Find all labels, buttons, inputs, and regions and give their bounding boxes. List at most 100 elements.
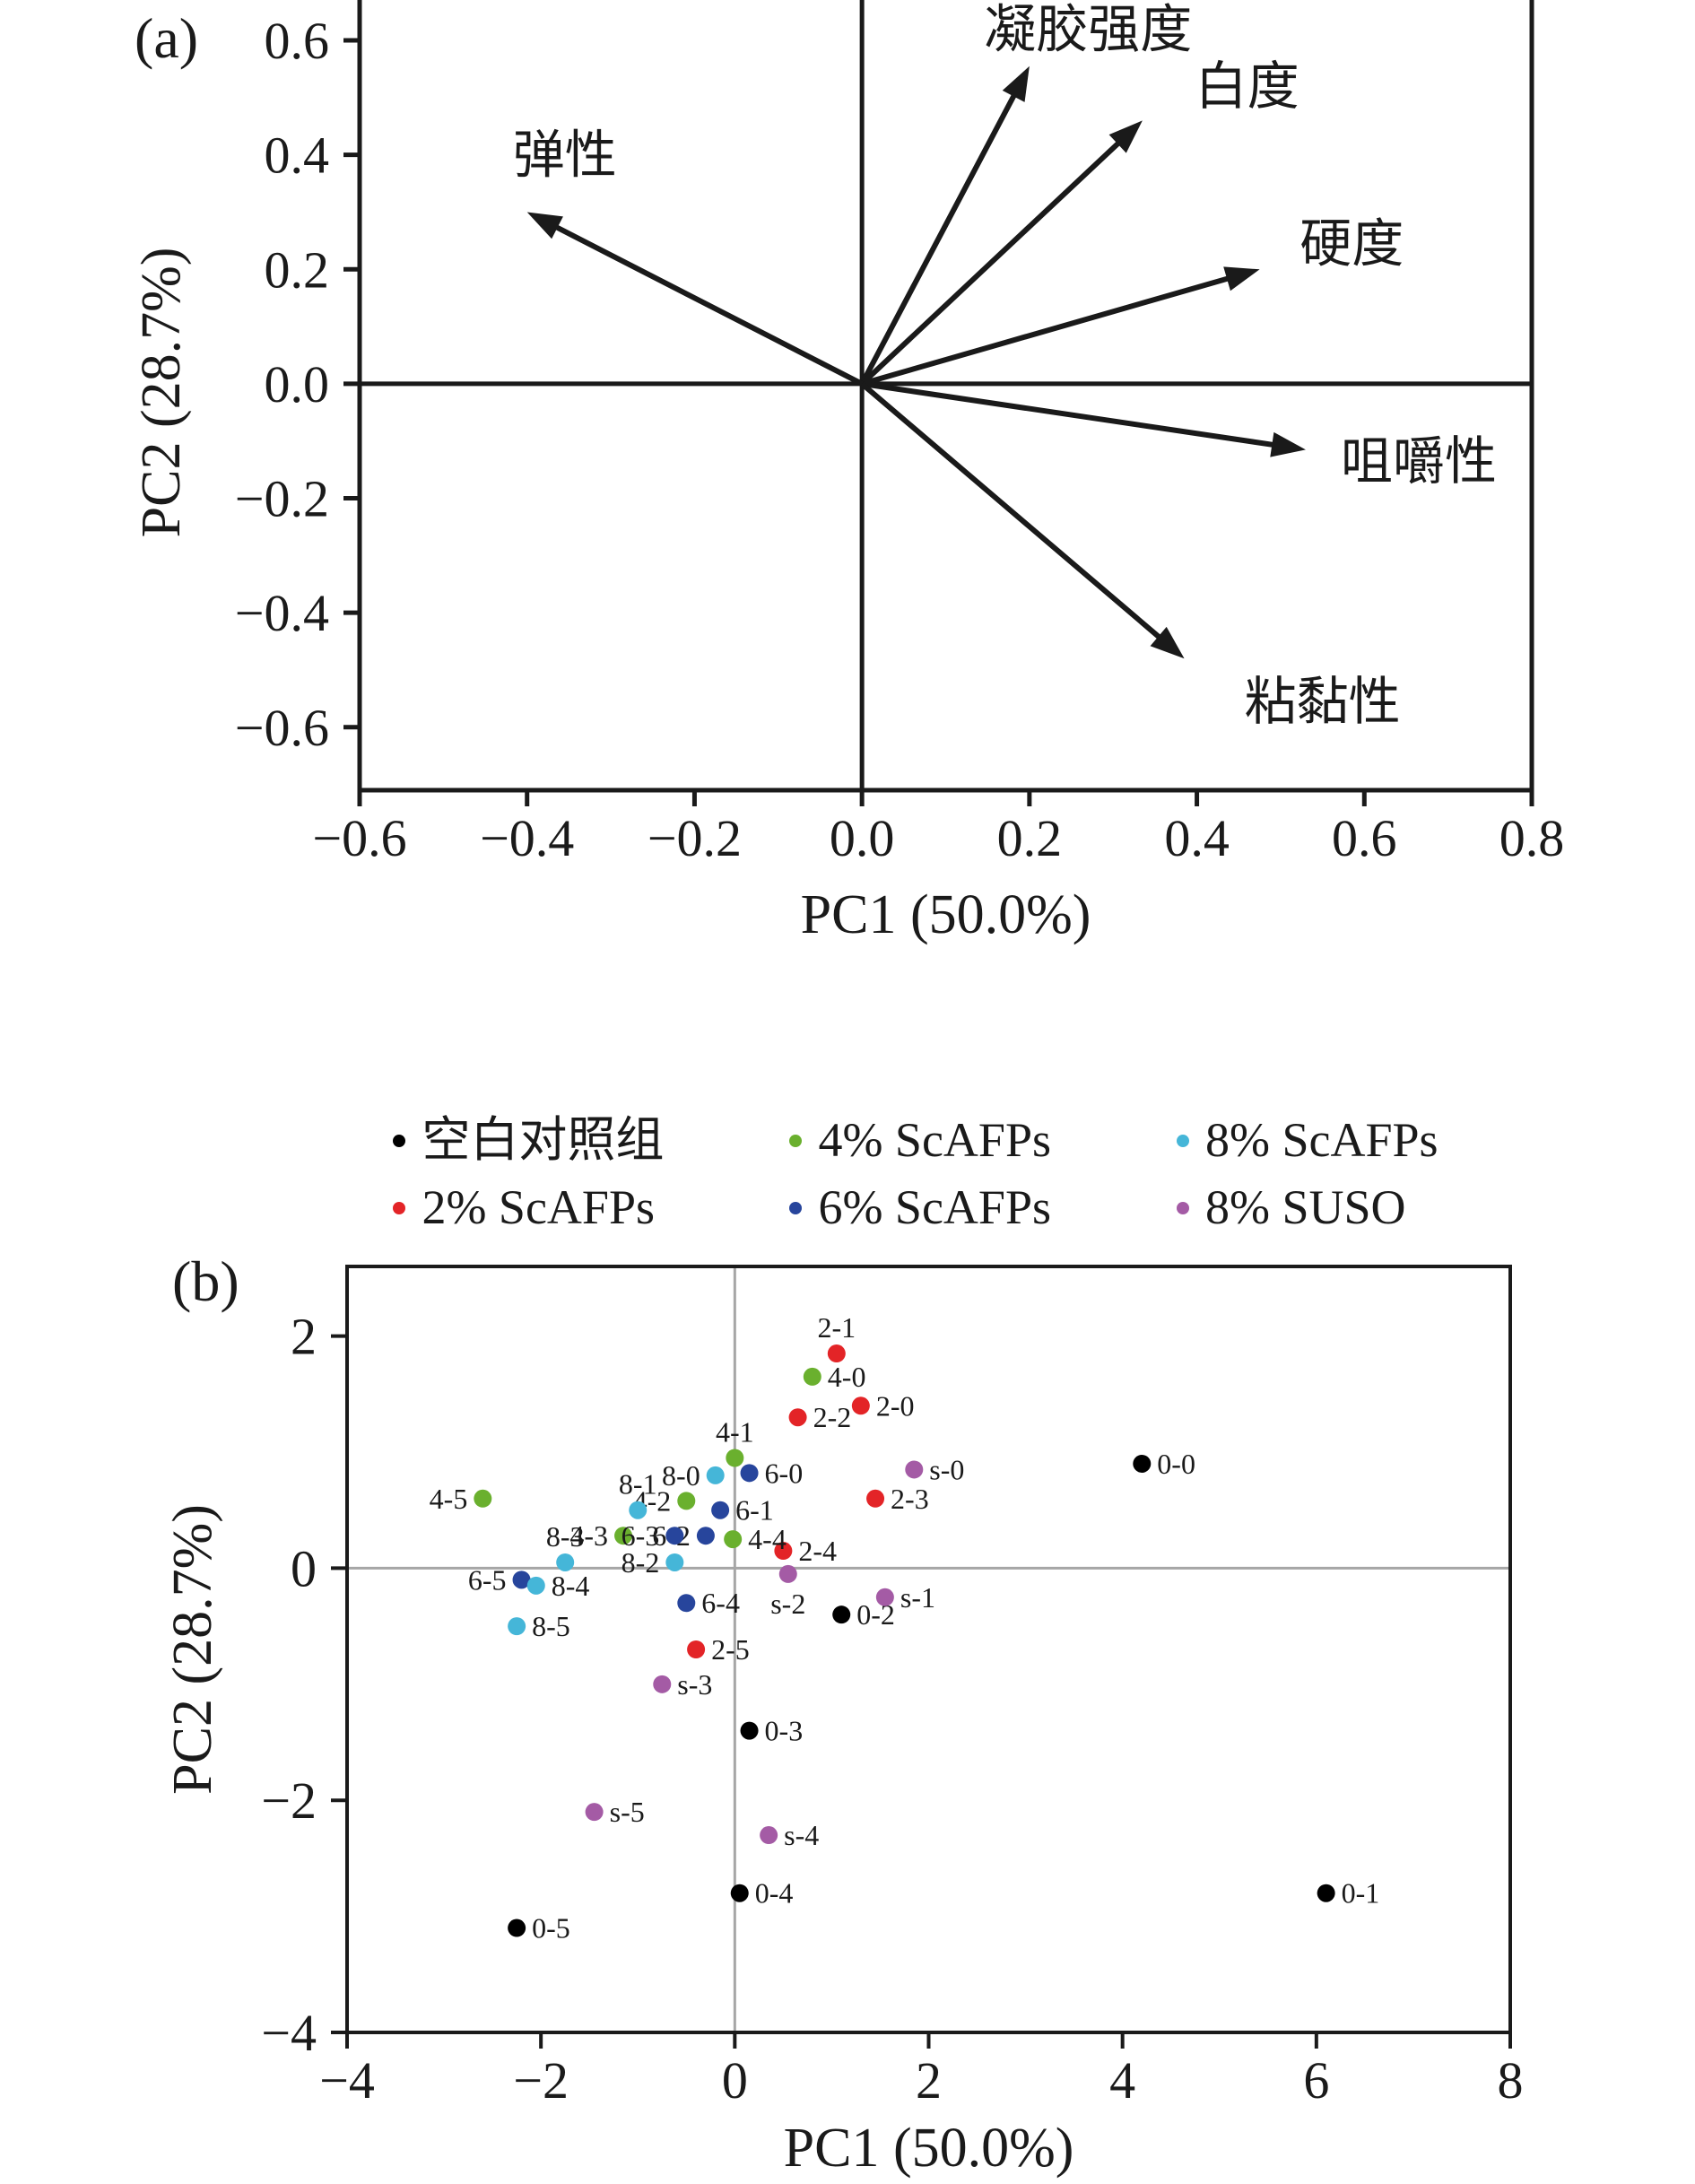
point-label: 6-5: [468, 1563, 507, 1596]
point-label: 4-0: [828, 1361, 866, 1393]
pca-loadings-plot: −0.6 −0.4 −0.2 0.0 0.2 0.4 0.6 0.8 −0.6 −0.4 −0.2 0…: [131, 0, 1565, 945]
x-tick-label: −2: [513, 2051, 569, 2110]
point-label: s-1: [900, 1581, 935, 1614]
x-tick-label: −0.4: [480, 809, 574, 867]
data-point: [653, 1675, 672, 1693]
y-tick-label: 0.0: [265, 355, 330, 413]
loading-arrow-shaft: [861, 274, 1231, 387]
x-tick-label: 0: [722, 2051, 748, 2110]
x-tick-label: −0.6: [312, 809, 406, 867]
data-point: [851, 1397, 870, 1415]
data-point: [665, 1527, 684, 1545]
x-tick-label: 6: [1303, 2051, 1329, 2110]
legend-dot-icon: [789, 1134, 803, 1147]
legend-label: 2% ScAFPs: [422, 1180, 655, 1235]
y-tick-label: 0: [291, 1539, 317, 1597]
data-point: [614, 1527, 633, 1545]
point-label: s-0: [929, 1453, 964, 1485]
data-point: [687, 1640, 706, 1658]
pca-scores-plot: −4 −2 0 2 4 6 8 −4 −2 0 2 PC1 (50.0%) PC2 (28.7%) 0-0…: [162, 1265, 1524, 2179]
point-label: 8-5: [532, 1610, 570, 1642]
legend-label: 6% ScAFPs: [818, 1180, 1051, 1235]
loading-arrow-head: [1270, 431, 1306, 457]
data-point: [665, 1553, 684, 1571]
x-tick-label: 4: [1109, 2051, 1135, 2110]
data-point: [724, 1530, 743, 1549]
legend-grid: 空白对照组 2% ScAFPs 4% ScAFPs 6% ScAFPs 8% S…: [393, 1113, 1439, 1235]
y-axis-title: PC2 (28.7%): [131, 248, 192, 538]
data-point: [832, 1605, 851, 1624]
x-tick-label: −4: [319, 2051, 375, 2110]
x-tick-label: 0.6: [1332, 809, 1397, 867]
point-label: 6-1: [735, 1494, 774, 1527]
data-point: [730, 1884, 749, 1902]
point-label: 8-4: [552, 1570, 590, 1602]
point-label: s-4: [784, 1819, 819, 1851]
point-label: 6-3: [622, 1519, 660, 1552]
legend-item-4pct-scafps: 4% ScAFPs: [789, 1113, 1051, 1167]
point-label: 8-1: [619, 1468, 657, 1501]
loading-arrow-shaft: [860, 139, 1123, 387]
data-point: [866, 1489, 885, 1508]
loading-arrow-shaft: [861, 380, 1276, 448]
loading-label: 弹性: [513, 126, 617, 185]
point-label: 8-3: [546, 1520, 585, 1553]
legend-label: 4% ScAFPs: [818, 1113, 1051, 1167]
panel-b-tag: (b): [172, 1249, 239, 1313]
y-axis-title: PC2 (28.7%): [162, 1504, 223, 1795]
x-tick-label: 8: [1498, 2051, 1524, 2110]
point-label: 4-1: [716, 1416, 754, 1449]
legend-label: 8% ScAFPs: [1205, 1113, 1439, 1167]
y-tick-label: 0.2: [265, 240, 330, 299]
x-tick-label: 0.8: [1499, 809, 1565, 867]
legend-item-6pct-scafps: 6% ScAFPs: [789, 1180, 1051, 1235]
data-point: [905, 1460, 924, 1479]
x-tick-label: 0.4: [1164, 809, 1230, 867]
data-point: [875, 1588, 894, 1606]
loading-arrow-head: [1108, 120, 1143, 153]
data-point: [706, 1466, 725, 1484]
data-point: [803, 1367, 821, 1386]
point-label: 2-1: [817, 1311, 856, 1344]
data-point: [740, 1721, 759, 1740]
loading-arrow-head: [526, 212, 563, 239]
y-tick-label: 0.4: [265, 126, 330, 185]
point-label: 0-5: [532, 1912, 570, 1945]
point-label: 2-3: [891, 1483, 929, 1515]
data-point: [827, 1344, 846, 1363]
loading-arrow-shaft: [859, 91, 1018, 386]
point-label: 2-2: [813, 1401, 852, 1433]
point-label: 4-3: [569, 1519, 608, 1552]
point-label: 8-0: [662, 1459, 700, 1492]
point-label: s-2: [770, 1588, 805, 1620]
data-point: [508, 1919, 526, 1937]
y-tick-label: −4: [261, 2004, 317, 2062]
point-label: 8-2: [622, 1546, 660, 1579]
data-point: [778, 1564, 797, 1583]
point-label: 0-1: [1342, 1877, 1380, 1910]
data-point: [474, 1489, 492, 1508]
loading-arrow-head: [1002, 65, 1030, 102]
x-tick-label: 2: [916, 2051, 942, 2110]
legend-label: 8% SUSO: [1205, 1180, 1406, 1235]
point-label: s-3: [677, 1668, 712, 1701]
loading-arrow-shaft: [552, 223, 864, 387]
legend-item-8pct-suso: 8% SUSO: [1177, 1180, 1439, 1235]
legend-item-2pct-scafps: 2% ScAFPs: [393, 1180, 664, 1235]
legend-dot-icon: [393, 1202, 406, 1215]
y-tick-label: −2: [261, 1771, 317, 1830]
data-point: [696, 1527, 715, 1545]
data-point: [556, 1553, 575, 1571]
loading-arrow-head: [1223, 266, 1260, 291]
data-point: [526, 1576, 545, 1595]
data-point: [629, 1501, 648, 1519]
point-label: 0-0: [1157, 1448, 1195, 1480]
loading-arrow-shaft: [860, 381, 1163, 641]
legend-dot-icon: [393, 1134, 406, 1147]
data-point: [740, 1464, 759, 1483]
legend-dot-icon: [1177, 1202, 1189, 1215]
point-label: 0-3: [765, 1715, 804, 1747]
loading-label: 粘黏性: [1245, 673, 1401, 731]
y-tick-label: 0.6: [265, 12, 330, 70]
x-tick-label: 0.0: [830, 809, 895, 867]
